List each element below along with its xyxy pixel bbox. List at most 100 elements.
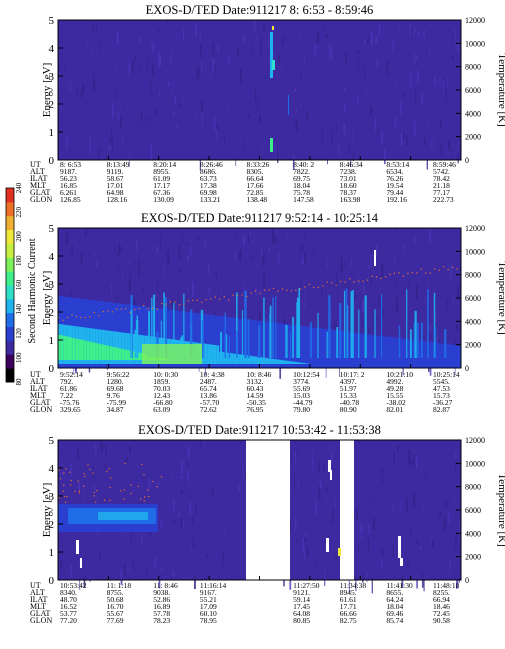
spectrogram-texture — [326, 256, 328, 269]
spectrogram-band — [299, 362, 304, 364]
row-label: GLON — [30, 195, 52, 204]
spectrogram-texture — [435, 310, 437, 324]
row-value: 9:56:22 — [107, 370, 130, 379]
spectrogram-texture — [438, 235, 441, 238]
spectrogram-texture — [392, 38, 394, 54]
row-value: 8:33:26 — [247, 160, 270, 169]
spectrogram-texture — [71, 245, 73, 256]
spectrogram-band — [389, 337, 393, 368]
row-value: 8755. — [107, 588, 124, 597]
row-value: 4992. — [386, 377, 403, 386]
spectrogram-texture — [114, 244, 115, 253]
y-tick-right-label: 8000 — [465, 483, 481, 492]
spectrogram-texture — [325, 33, 328, 39]
spectrogram-streak — [351, 290, 354, 358]
spectrogram-texture — [129, 446, 132, 452]
row-value: 17.45 — [293, 602, 310, 611]
spectrogram-texture — [406, 497, 408, 514]
spectrogram-streak — [414, 310, 417, 358]
spectrogram-texture — [201, 112, 203, 127]
spectrogram-texture — [321, 130, 323, 143]
spectrogram-texture — [178, 293, 180, 305]
row-value: 3774. — [293, 377, 310, 386]
spectrogram-texture — [344, 87, 347, 92]
spectrogram-spike — [270, 138, 273, 152]
temperature-dot — [63, 495, 66, 498]
spectrogram-band — [109, 346, 114, 360]
spectrogram-texture — [419, 546, 422, 551]
spectrogram-band — [322, 328, 327, 368]
row-value: 8305. — [247, 167, 264, 176]
spectrogram-streak — [201, 320, 204, 358]
spectrogram-texture — [158, 51, 160, 68]
spectrogram-spike — [398, 536, 401, 558]
spectrogram-texture — [154, 557, 157, 569]
y-tick-right-label: 0 — [465, 364, 469, 373]
spectrogram-texture — [384, 306, 386, 309]
spectrogram-streak — [224, 312, 226, 358]
spectrogram-texture — [350, 158, 352, 168]
spectrogram-band — [118, 332, 122, 364]
spectrogram-texture — [401, 575, 404, 588]
spectrogram-texture — [413, 454, 415, 469]
spectrogram-band — [170, 309, 174, 368]
row-value: 222.73 — [433, 195, 454, 204]
spectrogram-texture — [358, 280, 360, 285]
row-value: 9.76 — [107, 391, 120, 400]
spectrogram-texture — [265, 74, 266, 80]
row-value: 192.16 — [386, 195, 407, 204]
row-value: 75.78 — [293, 188, 310, 197]
row-value: 8: 6:53 — [60, 160, 81, 169]
spectrogram-band — [302, 326, 307, 368]
spectrogram-texture — [247, 286, 249, 291]
spectrogram-texture — [283, 318, 285, 327]
spectrogram-texture — [60, 102, 62, 111]
spectrogram-texture — [370, 253, 372, 267]
row-value: 13.86 — [200, 391, 217, 400]
temperature-dot — [84, 475, 86, 478]
spectrogram-texture — [329, 447, 332, 450]
temperature-dot — [277, 290, 279, 292]
spectrogram-band — [288, 361, 292, 364]
spectrogram-texture — [315, 500, 317, 515]
spectrogram-texture — [204, 239, 206, 247]
y-tick-right-label: 6000 — [465, 86, 481, 95]
data-gap — [340, 440, 354, 580]
spectrogram-texture — [438, 69, 439, 73]
row-value: 90.58 — [433, 616, 450, 625]
spectrogram-texture — [138, 64, 140, 67]
spectrogram-texture — [181, 458, 184, 475]
row-value: 6534. — [386, 167, 403, 176]
spectrogram-texture — [323, 20, 325, 31]
spectrogram-band — [83, 340, 88, 360]
spectrogram-texture — [109, 139, 111, 142]
spectrogram-texture — [357, 50, 359, 55]
spectrogram-spike — [330, 470, 332, 480]
spectrogram-texture — [362, 281, 365, 294]
spectrogram-texture — [396, 279, 397, 289]
spectrogram-texture — [367, 524, 370, 535]
row-value: -75.76 — [60, 398, 80, 407]
spectrogram-texture — [192, 281, 194, 297]
spectrogram-texture — [303, 536, 306, 541]
spectrogram-band — [311, 327, 315, 368]
colorbar-swatch — [6, 340, 14, 355]
spectrogram-texture — [360, 524, 363, 532]
spectrogram-texture — [395, 81, 398, 88]
spectrogram-texture — [243, 468, 244, 478]
temperature-dot — [104, 499, 106, 501]
spectrogram-texture — [73, 365, 74, 375]
spectrogram-texture — [324, 570, 326, 587]
spectrogram-streak — [244, 290, 247, 358]
temperature-dot — [416, 272, 418, 274]
y-tick-label: 4 — [49, 43, 55, 55]
spectrogram-texture — [321, 287, 323, 297]
spectrogram-texture — [343, 54, 344, 59]
temperature-dot — [120, 308, 122, 310]
spectrogram-band — [437, 343, 442, 368]
spectrogram-texture — [429, 229, 432, 243]
spectrogram-texture — [403, 131, 405, 140]
spectrogram-texture — [99, 552, 101, 561]
spectrogram-texture — [187, 470, 189, 483]
spectrogram-band — [331, 329, 335, 368]
